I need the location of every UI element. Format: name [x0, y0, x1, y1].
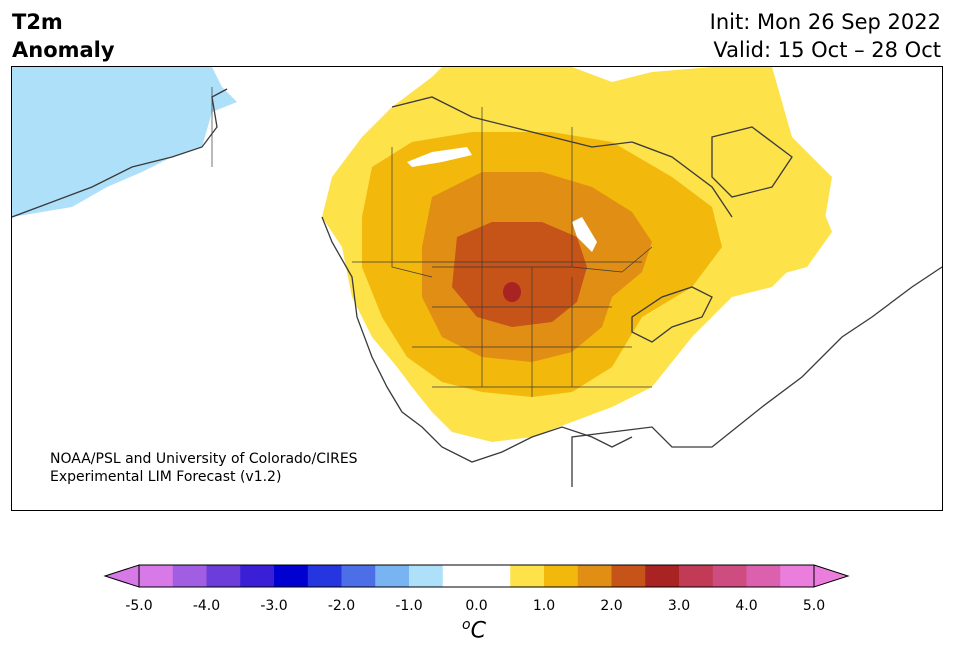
- map-canvas: [12, 67, 942, 487]
- state-borders: [211, 87, 653, 397]
- colorbar-tick-label: 0.0: [465, 598, 488, 614]
- warm-anomaly-25: [503, 282, 521, 302]
- colorbar-tick-label: 1.0: [532, 598, 556, 614]
- valid-date: Valid: 15 Oct – 28 Oct: [713, 38, 941, 62]
- colorbar-extend-high: [813, 564, 850, 588]
- credit-line-2: Experimental LIM Forecast (v1.2): [50, 469, 282, 485]
- colorbar-tick-label: -5.0: [125, 598, 153, 614]
- forecast-dates: Init: Mon 26 Sep 2022 Valid: 15 Oct – 28…: [710, 8, 941, 64]
- colorbar-band: [274, 565, 309, 587]
- alaska-cold-anomaly: [12, 67, 237, 217]
- lake-winnipeg: [572, 217, 597, 252]
- colorbar-band: [409, 565, 444, 587]
- colorbar-tick-label: 4.0: [735, 598, 758, 614]
- colorbar-band: [442, 565, 477, 587]
- credit-line-1: NOAA/PSL and University of Colorado/CIRE…: [50, 451, 358, 467]
- colorbar-tick-label: 5.0: [802, 598, 826, 614]
- colorbar-band: [679, 565, 714, 587]
- colorbar-band: [611, 565, 646, 587]
- colorbar-band: [172, 565, 207, 587]
- colorbar-svg: [103, 564, 850, 588]
- colorbar-band: [341, 565, 376, 587]
- colorbar-band: [544, 565, 579, 587]
- colorbar-band: [375, 565, 410, 587]
- labrador-warm: [732, 192, 832, 282]
- colorbar-extend-low: [103, 564, 140, 588]
- colorbar-tick-label: -4.0: [192, 598, 221, 614]
- colorbar-band: [645, 565, 680, 587]
- coastlines: [12, 88, 942, 487]
- colorbar-tick-label: -1.0: [395, 598, 423, 614]
- title-line-2: Anomaly: [12, 38, 115, 62]
- colorbar-band: [780, 565, 815, 587]
- great-bear-lake: [407, 147, 472, 167]
- colorbar-band: [240, 565, 275, 587]
- colorbar-tick-label: 3.0: [667, 598, 691, 614]
- colorbar-tick-label: -3.0: [260, 598, 288, 614]
- unit-degree: o: [462, 617, 471, 633]
- colorbar-tick-label: 2.0: [600, 598, 623, 614]
- colorbar-band: [712, 565, 747, 587]
- colorbar-unit: oC: [462, 617, 486, 643]
- unit-letter: C: [470, 618, 486, 644]
- colorbar-band: [307, 565, 342, 587]
- colorbar-band: [476, 565, 511, 587]
- init-date: Init: Mon 26 Sep 2022: [709, 10, 941, 34]
- colorbar: [103, 563, 851, 593]
- colorbar-band: [206, 565, 241, 587]
- colorbar-tick-label: -2.0: [327, 598, 356, 614]
- anomaly-map: NOAA/PSL and University of Colorado/CIRE…: [11, 66, 943, 511]
- title-line-1: T2m: [12, 10, 63, 34]
- colorbar-band: [746, 565, 781, 587]
- map-title: T2m Anomaly: [12, 8, 115, 64]
- colorbar-band: [510, 565, 545, 587]
- colorbar-border: [138, 564, 815, 588]
- colorbar-band: [577, 565, 612, 587]
- warm-anomaly-20: [452, 222, 587, 327]
- colorbar-band: [139, 565, 174, 587]
- credit-text: NOAA/PSL and University of Colorado/CIRE…: [50, 450, 358, 486]
